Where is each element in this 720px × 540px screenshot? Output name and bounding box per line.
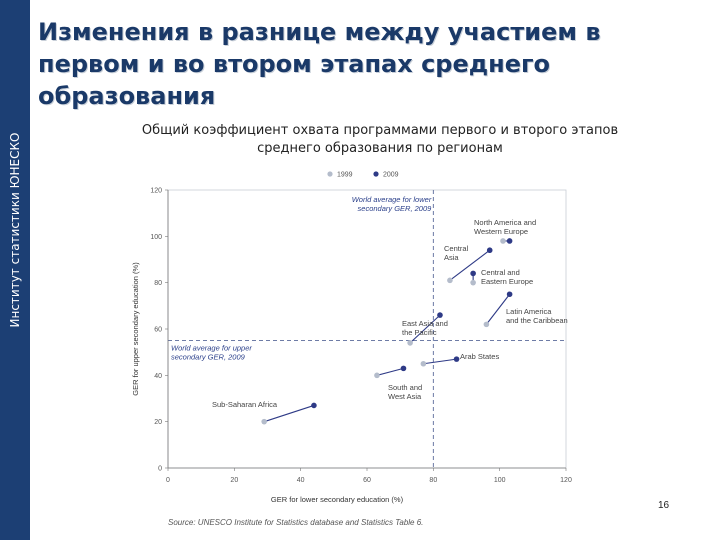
region-connector <box>409 314 441 344</box>
lower-average-label-2: secondary GER, 2009 <box>358 204 433 213</box>
point-2009 <box>400 365 407 372</box>
left-accent-bar: Институт статистики ЮНЕСКО <box>0 0 30 540</box>
point-1999 <box>374 372 380 379</box>
y-tick-label: 0 <box>158 466 162 473</box>
x-tick-label: 0 <box>166 477 170 484</box>
region-connector <box>376 367 404 376</box>
point-2009 <box>470 270 476 277</box>
point-2009 <box>506 238 513 244</box>
chart-axes: 0 20 40 60 80 100 120 0 20 40 60 80 100 120 GER for lo… <box>131 188 572 505</box>
point-1999 <box>483 321 490 328</box>
upper-average-label-2: secondary GER, 2009 <box>171 353 246 362</box>
point-2009 <box>453 356 460 362</box>
y-tick-label: 120 <box>150 188 162 195</box>
x-tick-label: 100 <box>494 477 506 484</box>
region-label-line-2: Western Europe <box>474 227 528 236</box>
slide-number: 16 <box>658 500 670 511</box>
legend-label-1999: 1999 <box>337 172 353 179</box>
point-1999 <box>261 418 267 425</box>
chart-legend: 1999 2009 <box>327 171 399 179</box>
point-1999 <box>407 340 413 346</box>
y-tick-label: 20 <box>154 419 162 426</box>
region-label-line-2: Asia <box>444 253 459 262</box>
data-points <box>261 238 513 425</box>
upper-average-label-1: World average for upper <box>171 344 252 353</box>
region-label: East Asia and <box>402 319 448 328</box>
region-connector <box>264 404 315 423</box>
point-1999 <box>500 238 506 244</box>
lower-average-label-1: World average for lower <box>352 195 432 204</box>
x-tick-label: 60 <box>363 477 371 484</box>
region-label-line-2: the Pacific <box>402 328 437 337</box>
legend-marker-1999 <box>327 171 333 177</box>
region-label: South and <box>388 383 422 392</box>
x-tick-label: 20 <box>230 477 238 484</box>
y-axis-title: GER for upper secondary education (%) <box>131 262 140 396</box>
point-1999 <box>420 360 427 367</box>
x-axis-title: GER for lower secondary education (%) <box>271 495 404 504</box>
region-label: North America and <box>474 218 536 227</box>
region-label: Arab States <box>460 352 499 361</box>
legend-label-2009: 2009 <box>383 172 399 179</box>
region-connector <box>485 293 511 325</box>
chart-heading: Общий коэффициент охвата программами пер… <box>60 122 700 158</box>
region-connectors <box>264 240 511 423</box>
region-label: Latin America <box>506 307 552 316</box>
point-1999 <box>470 279 476 286</box>
region-label-line-2: Eastern Europe <box>481 277 533 286</box>
slide-title: Изменения в разнице между участием в пер… <box>38 18 601 110</box>
region-label: Central and <box>481 268 520 277</box>
y-tick-label: 40 <box>154 373 162 380</box>
region-label: Sub-Saharan Africa <box>212 400 278 409</box>
region-label: Central <box>444 244 469 253</box>
x-tick-label: 80 <box>429 477 437 484</box>
source-note: Source: UNESCO Institute for Statistics … <box>168 518 424 527</box>
x-tick-label: 120 <box>560 477 572 484</box>
x-tick-label: 40 <box>297 477 305 484</box>
point-1999 <box>447 277 453 284</box>
point-2009 <box>437 312 443 318</box>
chart-heading-line-1: Общий коэффициент охвата программами пер… <box>141 123 619 138</box>
y-tick-label: 60 <box>154 327 162 334</box>
point-2009 <box>486 247 493 254</box>
region-label-line-2: and the Caribbean <box>506 316 568 325</box>
point-2009 <box>506 291 513 298</box>
point-2009 <box>311 402 317 409</box>
y-tick-label: 100 <box>150 234 162 241</box>
y-tick-label: 80 <box>154 280 162 287</box>
region-connector <box>423 358 457 365</box>
region-label-line-2: West Asia <box>388 392 422 401</box>
region-connector <box>449 249 491 281</box>
chart-heading-line-2: среднего образования по регионам <box>257 141 503 156</box>
legend-marker-2009 <box>373 171 379 177</box>
